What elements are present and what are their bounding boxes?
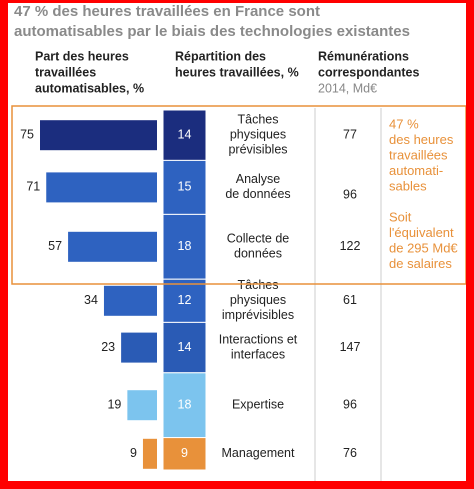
distribution-segment xyxy=(162,372,207,439)
text-line: Soit xyxy=(389,209,412,224)
remuneration: 122 xyxy=(340,239,361,253)
text-line: Analyse xyxy=(236,172,281,186)
remuneration: 96 xyxy=(343,188,357,202)
text-line: automatisables, % xyxy=(35,81,144,95)
distribution-label: 12 xyxy=(178,293,192,307)
distribution-segment xyxy=(162,437,207,471)
text-line: physiques xyxy=(230,293,286,307)
bar-label: 34 xyxy=(84,293,98,307)
distribution-label: 14 xyxy=(178,340,192,354)
bar xyxy=(40,120,157,151)
text-line: de salaires xyxy=(389,256,452,271)
text-line: travaillées xyxy=(35,65,96,79)
distribution-label: 14 xyxy=(178,127,192,141)
text-line: données xyxy=(234,247,282,261)
bar xyxy=(46,172,157,203)
distribution-segment xyxy=(162,278,207,323)
bar-label: 75 xyxy=(20,127,34,141)
text-line: Management xyxy=(222,446,295,460)
text-line: correspondantes xyxy=(318,65,419,79)
text-line: Répartition des xyxy=(175,49,266,63)
bar xyxy=(127,390,157,421)
text-line: automatisables par le biais des technolo… xyxy=(14,23,410,40)
text-line: Expertise xyxy=(232,397,284,411)
distribution-label: 9 xyxy=(181,446,188,460)
bar-label: 57 xyxy=(48,239,62,253)
text-line: interfaces xyxy=(231,347,285,361)
text-line: prévisibles xyxy=(228,142,287,156)
bar xyxy=(121,332,157,363)
text-line: travaillées xyxy=(389,147,448,162)
remuneration: 76 xyxy=(343,446,357,460)
text-line: de données xyxy=(225,187,290,201)
bar-label: 9 xyxy=(130,446,137,460)
text-line: Tâches xyxy=(238,278,279,292)
header-sub: 2014, Md€ xyxy=(318,81,377,95)
distribution-label: 18 xyxy=(178,239,192,253)
text-line: physiques xyxy=(230,127,286,141)
text-line: de 295 Md€ xyxy=(389,240,458,255)
text-line: imprévisibles xyxy=(222,308,294,322)
bar-label: 19 xyxy=(107,397,121,411)
text-line: des heures xyxy=(389,132,454,147)
text-line: l'équivalent xyxy=(389,225,454,240)
text-line: Collecte de xyxy=(227,232,290,246)
text-line: Part des heures xyxy=(35,49,129,63)
bar-label: 23 xyxy=(101,340,115,354)
text-line: sables xyxy=(389,178,427,193)
text-line: 47 % des heures travaillées en France so… xyxy=(14,3,320,20)
bar-label: 71 xyxy=(26,180,40,194)
remuneration: 77 xyxy=(343,127,357,141)
highlight-box xyxy=(11,105,466,285)
text-line: Rémunérations xyxy=(318,49,409,63)
remuneration: 96 xyxy=(343,397,357,411)
distribution-segment xyxy=(162,213,207,280)
distribution-label: 18 xyxy=(178,397,192,411)
text-line: heures travaillées, % xyxy=(175,65,299,79)
text-line: Tâches xyxy=(238,112,279,126)
bar xyxy=(103,285,157,316)
distribution-segment xyxy=(162,321,207,374)
text-line: automati- xyxy=(389,163,443,178)
text-line: Interactions et xyxy=(219,332,298,346)
bar xyxy=(142,438,157,469)
distribution-segment xyxy=(162,109,207,161)
bar xyxy=(68,231,157,262)
remuneration: 61 xyxy=(343,293,357,307)
text-line: 47 % xyxy=(389,116,419,131)
distribution-label: 15 xyxy=(178,180,192,194)
remuneration: 147 xyxy=(340,340,361,354)
